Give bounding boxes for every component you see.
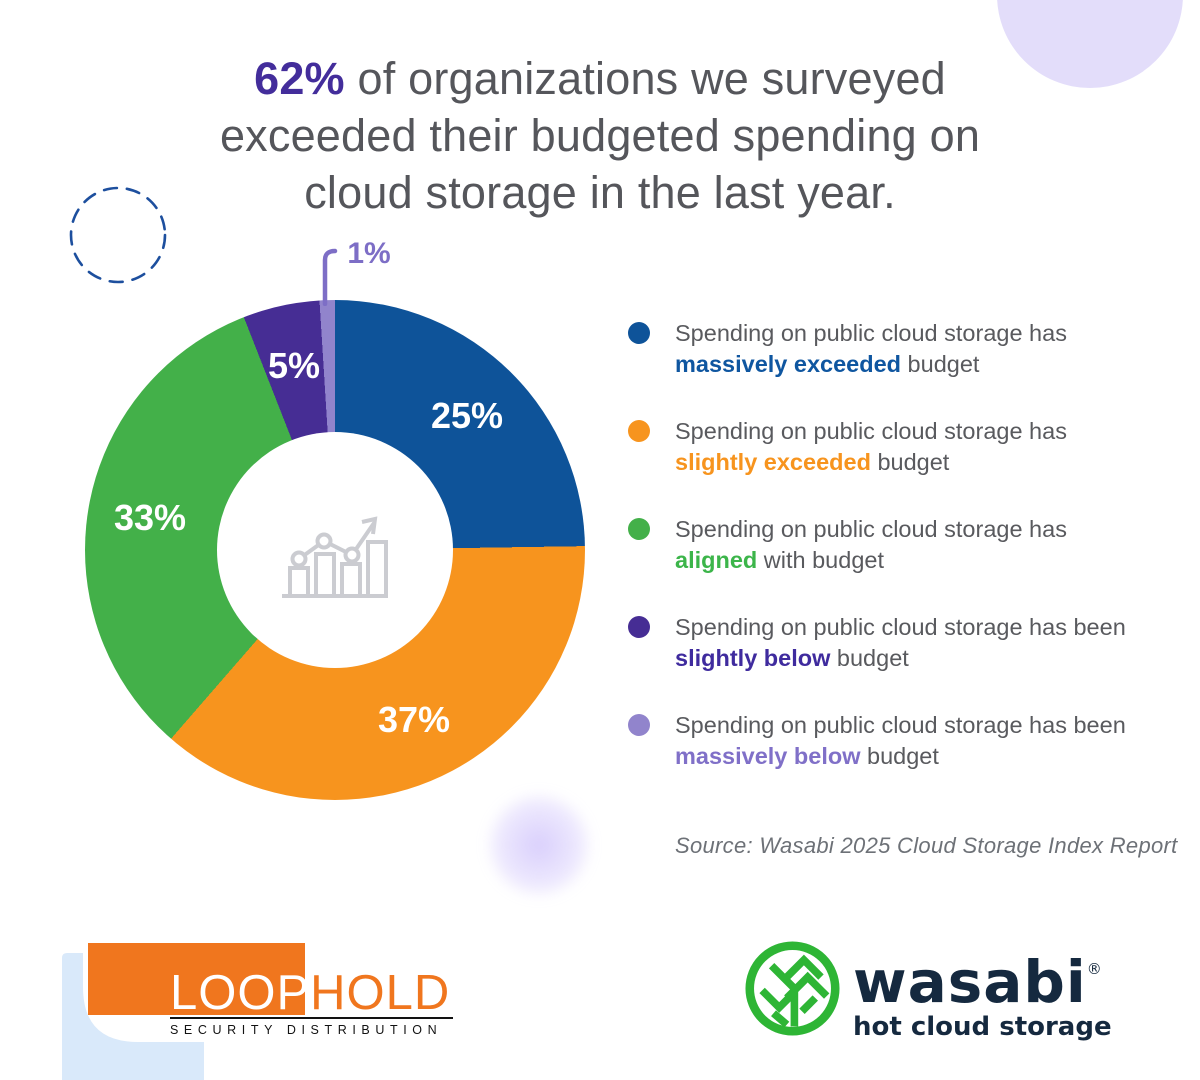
- bar-chart-trend-icon: [282, 516, 388, 598]
- legend-label: Spending on public cloud storage has bee…: [675, 712, 1126, 769]
- legend-label: Spending on public cloud storage has bee…: [675, 614, 1126, 671]
- slice-label: 37%: [377, 699, 451, 740]
- slice-label: 1%: [347, 237, 391, 270]
- wasabi-tagline: hot cloud storage: [853, 1012, 1112, 1042]
- slice-label: 25%: [430, 395, 504, 436]
- legend-item-massively-below: Spending on public cloud storage has bee…: [628, 710, 1148, 772]
- legend-dot-blue: [628, 322, 650, 344]
- loophold-orange-block: [88, 943, 305, 1015]
- chart-legend: Spending on public cloud storage has mass…: [628, 318, 1148, 808]
- legend-item-massively-exceeded: Spending on public cloud storage has mass…: [628, 318, 1148, 380]
- legend-item-slightly-exceeded: Spending on public cloud storage has slig…: [628, 416, 1148, 478]
- headline: 62% of organizations we surveyed exceede…: [0, 50, 1200, 221]
- corner-shape-decoration: [62, 953, 204, 1080]
- slice-label: 5%: [267, 345, 321, 386]
- legend-dot-light-purple: [628, 714, 650, 736]
- headline-line-1: 62% of organizations we surveyed: [254, 53, 946, 104]
- wasabi-wordmark: wasabi®: [853, 948, 1103, 1016]
- donut-chart: 25% 37% 33% 5% 1%: [85, 237, 585, 800]
- legend-label: Spending on public cloud storage has mass…: [675, 320, 1067, 377]
- legend-label: Spending on public cloud storage has alig…: [675, 516, 1067, 573]
- registered-mark: ®: [1086, 960, 1103, 978]
- legend-dot-orange: [628, 420, 650, 442]
- headline-stat: 62%: [254, 53, 345, 104]
- wasabi-logo: wasabi® hot cloud storage: [745, 941, 1122, 1042]
- loophold-tagline: SECURITY DISTRIBUTION: [170, 1023, 443, 1037]
- blurred-circle-decoration: [487, 793, 591, 897]
- legend-dot-dark-purple: [628, 616, 650, 638]
- legend-item-slightly-below: Spending on public cloud storage has bee…: [628, 612, 1148, 674]
- loophold-logo: LOOPHOLD SECURITY DISTRIBUTION: [88, 941, 458, 1041]
- loophold-wordmark: LOOPHOLD: [170, 966, 451, 1020]
- headline-line-2: exceeded their budgeted spending on: [219, 110, 981, 161]
- wasabi-leaf-icon: [745, 941, 840, 1036]
- slice-label: 33%: [113, 497, 187, 538]
- donut-hole: [217, 432, 453, 668]
- dashed-circle-decoration: [69, 186, 167, 284]
- callout-leader-line: [322, 248, 338, 306]
- legend-label: Spending on public cloud storage has slig…: [675, 418, 1067, 475]
- headline-line-3: cloud storage in the last year.: [304, 167, 896, 218]
- source-citation: Source: Wasabi 2025 Cloud Storage Index …: [675, 833, 1178, 858]
- legend-dot-green: [628, 518, 650, 540]
- loophold-divider: [170, 1017, 453, 1019]
- legend-item-aligned: Spending on public cloud storage has alig…: [628, 514, 1148, 576]
- wasabi-wordmark-group: wasabi® hot cloud storage: [853, 941, 1122, 1042]
